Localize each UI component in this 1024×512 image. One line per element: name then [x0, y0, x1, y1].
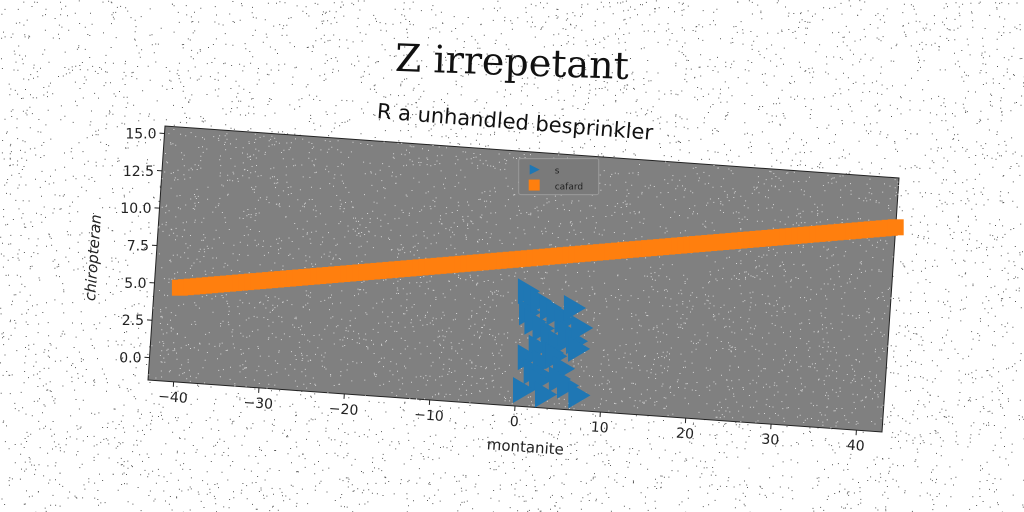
legend-cafard-marker: [528, 179, 540, 191]
x-tick-label: 40: [846, 438, 865, 455]
s-marker: [571, 315, 594, 342]
plot-area: [147, 125, 900, 433]
s-marker: [534, 381, 558, 408]
x-axis-label: montanite: [486, 435, 564, 458]
y-tick-label: 12.5: [123, 164, 154, 180]
y-tick-label: 2.5: [122, 313, 144, 329]
x-tick-label: −10: [414, 407, 445, 425]
y-tick-label: 7.5: [127, 239, 149, 255]
y-tick-label: 0.0: [119, 351, 141, 367]
s-marker: [545, 343, 568, 370]
x-tick-label: 0: [509, 414, 519, 431]
x-tick-label: 10: [590, 419, 609, 436]
s-marker: [568, 335, 591, 362]
x-tick-label: −40: [158, 389, 189, 407]
s-marker: [517, 344, 540, 371]
y-axis-label: chiropteran: [81, 214, 105, 302]
cafard-marker: [887, 219, 904, 236]
s-marker: [563, 295, 587, 322]
y-tick-label: 15.0: [125, 126, 156, 142]
legend: s cafard: [518, 158, 600, 196]
s-marker: [512, 376, 536, 403]
x-tick-label: 20: [676, 426, 695, 443]
x-tick-label: −30: [243, 395, 274, 413]
x-tick-label: −20: [328, 401, 359, 419]
y-tick-label: 5.0: [124, 276, 146, 292]
x-tick-label: 30: [761, 432, 780, 449]
s-marker: [557, 372, 580, 399]
legend-cafard-label: cafard: [555, 183, 583, 193]
legend-s-marker: [529, 164, 540, 175]
y-tick-label: 10.0: [120, 201, 151, 217]
s-marker: [529, 367, 552, 394]
s-marker: [568, 382, 591, 409]
legend-s-label: s: [555, 167, 560, 177]
